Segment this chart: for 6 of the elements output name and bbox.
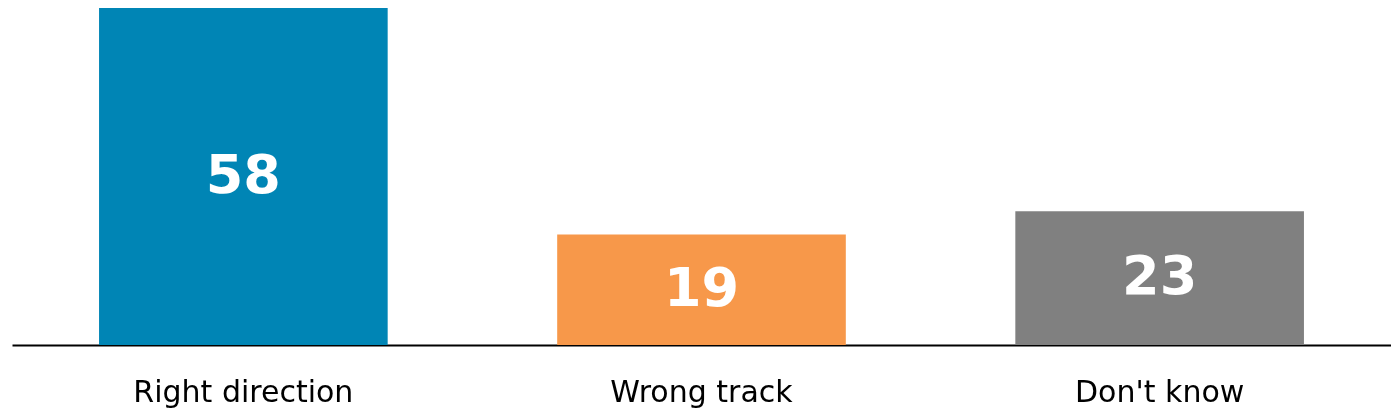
data-label: 19 [663,255,740,319]
x-tick-label: Right direction [133,373,354,409]
x-tick-label: Don't know [1074,373,1245,409]
x-tick-label: Wrong track [610,373,794,409]
data-label: 58 [205,142,281,206]
data-label: 23 [1122,244,1198,308]
